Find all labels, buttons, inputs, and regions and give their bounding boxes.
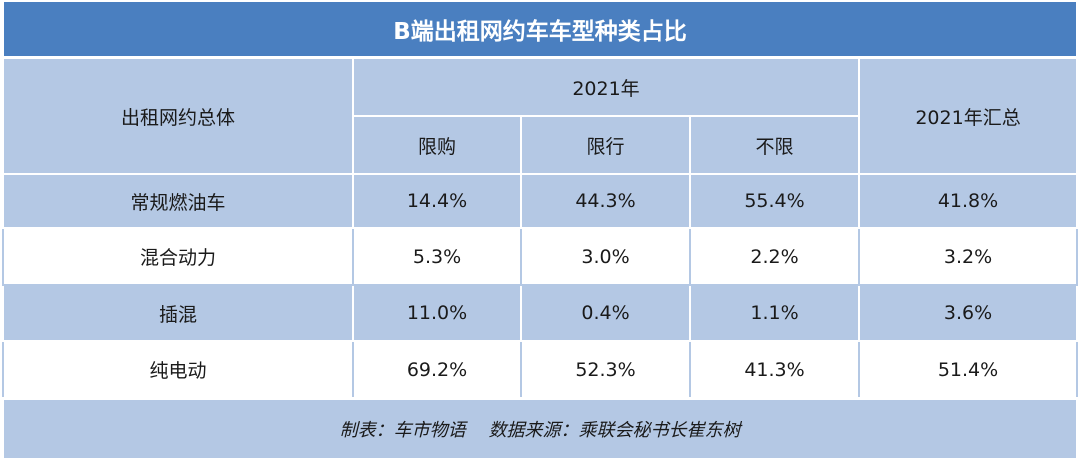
row-label: 纯电动 <box>2 340 354 400</box>
table-cell: 1.1% <box>689 284 860 342</box>
table-cell: 3.2% <box>857 227 1079 286</box>
row-label: 插混 <box>2 284 354 342</box>
table-row: 常规燃油车 14.4% 44.3% 55.4% 41.8% <box>2 173 1079 229</box>
row-header-label: 出租网约总体 <box>2 56 354 175</box>
table-cell: 3.0% <box>520 227 691 286</box>
row-label: 常规燃油车 <box>2 173 354 229</box>
table-cell: 11.0% <box>352 284 522 342</box>
table-title: B端出租网约车车型种类占比 <box>1 0 1079 59</box>
sub-column-header: 限行 <box>520 115 691 175</box>
table-footer-source: 制表：车市物语 数据来源：乘联会秘书长崔东树 <box>1 397 1079 460</box>
table-cell: 69.2% <box>352 340 522 400</box>
table-cell: 44.3% <box>520 173 691 229</box>
sub-column-header: 不限 <box>689 115 860 175</box>
table-cell: 3.6% <box>857 284 1079 342</box>
table-cell: 5.3% <box>352 227 522 286</box>
table-cell: 51.4% <box>857 340 1079 400</box>
table-cell: 55.4% <box>689 173 860 229</box>
table-cell: 52.3% <box>520 340 691 400</box>
summary-header: 2021年汇总 <box>857 56 1079 175</box>
table-cell: 2.2% <box>689 227 860 286</box>
table-cell: 0.4% <box>520 284 691 342</box>
row-label: 混合动力 <box>2 227 354 286</box>
table-cell: 41.3% <box>689 340 860 400</box>
table-row: 插混 11.0% 0.4% 1.1% 3.6% <box>2 284 1079 342</box>
table-row: 纯电动 69.2% 52.3% 41.3% 51.4% <box>2 340 1079 400</box>
table-cell: 41.8% <box>857 173 1079 229</box>
year-group-header: 2021年 <box>352 56 860 117</box>
table-cell: 14.4% <box>352 173 522 229</box>
table-row: 混合动力 5.3% 3.0% 2.2% 3.2% <box>2 227 1079 286</box>
sub-column-header: 限购 <box>352 115 522 175</box>
